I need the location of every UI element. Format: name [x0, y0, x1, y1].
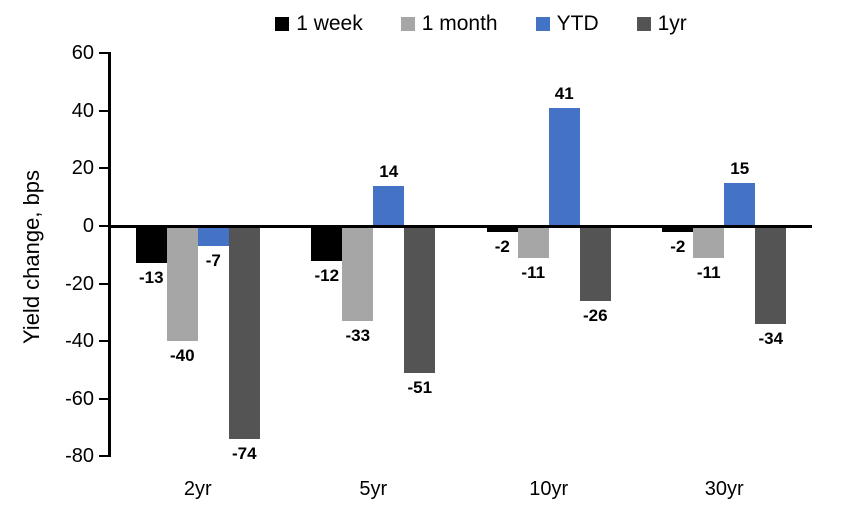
- bar-value-label: 14: [379, 161, 399, 181]
- y-axis-tick: [99, 282, 108, 285]
- y-axis-tick: [99, 109, 108, 112]
- bar-10yr-1-week: [486, 226, 518, 232]
- legend-label: 1yr: [657, 12, 687, 35]
- bar-2yr-1-month: [166, 226, 198, 342]
- y-axis-tick-label: -40: [65, 330, 94, 353]
- bar-value-label: -40: [169, 346, 195, 366]
- bar-30yr-1yr: [755, 226, 787, 324]
- x-axis-category-label: 2yr: [183, 478, 212, 500]
- legend-swatch-icon: [275, 17, 290, 31]
- y-axis-tick: [99, 397, 108, 400]
- x-axis-category-label: 10yr: [529, 478, 569, 500]
- legend-label: 1 week: [296, 12, 363, 35]
- bar-value-label: -33: [345, 326, 371, 346]
- y-axis-tick-label: 20: [71, 157, 94, 180]
- y-axis-tick: [99, 340, 108, 343]
- x-axis-category-label: 30yr: [704, 478, 744, 500]
- y-axis-tick: [99, 52, 108, 55]
- y-axis-tick: [99, 167, 108, 170]
- x-axis-zero-line: [108, 224, 812, 228]
- bar-value-label: 41: [554, 83, 574, 103]
- y-axis-tick-label: -60: [65, 387, 94, 410]
- bar-2yr-YTD: [197, 226, 229, 247]
- y-axis-line: [108, 52, 111, 458]
- bar-5yr-1yr: [404, 226, 436, 373]
- y-axis-tick-label: 60: [71, 42, 94, 65]
- legend-item-2: YTD: [535, 11, 599, 37]
- legend-swatch-icon: [400, 17, 415, 31]
- y-axis-tick-label: -20: [65, 272, 94, 295]
- legend-swatch-icon: [535, 17, 550, 31]
- bar-2yr-1-week: [135, 226, 167, 264]
- bar-value-label: -74: [231, 444, 257, 464]
- bar-5yr-1-month: [342, 226, 374, 322]
- y-axis-tick: [99, 225, 108, 227]
- y-axis-tick: [99, 455, 108, 458]
- bar-value-label: -12: [314, 265, 340, 285]
- bar-value-label: -2: [670, 236, 686, 256]
- bar-value-label: -34: [758, 328, 784, 348]
- bar-value-label: -7: [205, 251, 221, 271]
- bar-10yr-YTD: [548, 107, 580, 226]
- legend-item-3: 1yr: [636, 11, 687, 37]
- bar-30yr-YTD: [724, 182, 756, 226]
- y-axis-tick-label: 40: [71, 99, 94, 122]
- y-axis-tick-label: -80: [65, 445, 94, 468]
- bar-10yr-1-month: [517, 226, 549, 258]
- legend: 1 week 1 month YTD 1yr: [130, 11, 832, 37]
- bar-value-label: -13: [138, 268, 164, 288]
- bar-value-label: -51: [407, 377, 433, 397]
- legend-item-0: 1 week: [275, 11, 363, 37]
- bar-10yr-1yr: [579, 226, 611, 301]
- bar-value-label: -2: [494, 236, 510, 256]
- legend-item-1: 1 month: [400, 11, 498, 37]
- legend-label: YTD: [556, 12, 599, 35]
- legend-label: 1 month: [421, 12, 498, 35]
- y-axis-tick-label: 0: [82, 215, 94, 237]
- bar-value-label: -26: [582, 305, 608, 325]
- bar-value-label: -11: [521, 262, 546, 282]
- bar-value-label: 15: [730, 158, 750, 178]
- bar-5yr-1-week: [311, 226, 343, 261]
- bar-2yr-1yr: [228, 226, 260, 440]
- bar-30yr-1-month: [693, 226, 725, 258]
- legend-swatch-icon: [636, 17, 651, 31]
- x-axis-category-label: 5yr: [359, 478, 388, 500]
- bar-value-label: -11: [696, 262, 721, 282]
- bar-30yr-1-week: [662, 226, 694, 232]
- bar-5yr-YTD: [373, 185, 405, 226]
